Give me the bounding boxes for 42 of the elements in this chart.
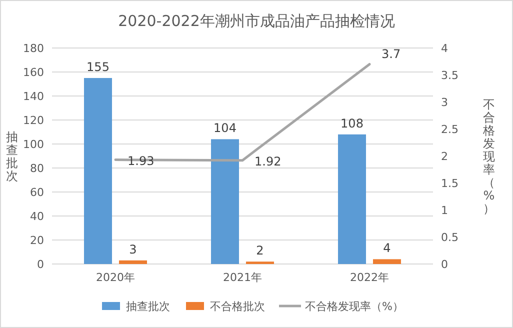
y-axis-title: 抽查批次 bbox=[6, 130, 18, 183]
y-tick-label: 180 bbox=[23, 42, 44, 55]
y2-tick-label: 0 bbox=[441, 258, 448, 271]
y2-tick-label: 3.5 bbox=[441, 69, 458, 82]
bar bbox=[211, 139, 239, 264]
text: 不合格发现率（%） bbox=[483, 98, 495, 216]
y2-tick-label: 2 bbox=[441, 150, 448, 163]
legend-label: 不合格发现率（%） bbox=[305, 300, 404, 313]
y-tick-label: 40 bbox=[30, 210, 44, 223]
legend-label: 抽查批次 bbox=[126, 300, 170, 313]
data-label: 3 bbox=[129, 242, 137, 256]
x-tick-label: 2021年 bbox=[223, 271, 262, 284]
bar bbox=[84, 78, 112, 264]
y2-tick-label: 3 bbox=[441, 96, 448, 109]
bar bbox=[119, 260, 147, 264]
x-tick-label: 2020年 bbox=[96, 271, 135, 284]
legend-label: 不合格批次 bbox=[210, 300, 265, 313]
x-tick-label: 2022年 bbox=[350, 271, 389, 284]
data-label: 104 bbox=[214, 121, 236, 136]
y-tick-label: 20 bbox=[30, 234, 44, 247]
y2-tick-label: 1 bbox=[441, 204, 448, 217]
y-tick-label: 100 bbox=[23, 138, 44, 151]
y2-tick-label: 1.5 bbox=[441, 177, 458, 190]
y-tick-label: 140 bbox=[23, 90, 44, 103]
y-tick-label: 60 bbox=[30, 186, 44, 199]
y-tick-label: 0 bbox=[37, 258, 44, 271]
data-label: 3.7 bbox=[382, 47, 401, 62]
data-label: 1.93 bbox=[128, 154, 154, 168]
bar bbox=[338, 134, 366, 264]
data-label: 2 bbox=[256, 244, 264, 258]
y-tick-label: 160 bbox=[23, 66, 44, 79]
bar bbox=[373, 259, 401, 264]
chart-title: 2020-2022年潮州市成品油产品抽检情况 bbox=[118, 12, 395, 30]
data-label: 1.92 bbox=[254, 154, 282, 168]
y-tick-label: 80 bbox=[30, 162, 44, 175]
y-tick-label: 120 bbox=[23, 114, 44, 127]
data-label: 155 bbox=[86, 60, 110, 74]
y2-tick-label: 4 bbox=[441, 42, 448, 55]
data-label: 108 bbox=[340, 116, 364, 130]
data-label: 4 bbox=[383, 241, 391, 256]
y2-tick-label: 0.5 bbox=[441, 231, 458, 244]
y2-tick-label: 2.5 bbox=[441, 123, 458, 136]
